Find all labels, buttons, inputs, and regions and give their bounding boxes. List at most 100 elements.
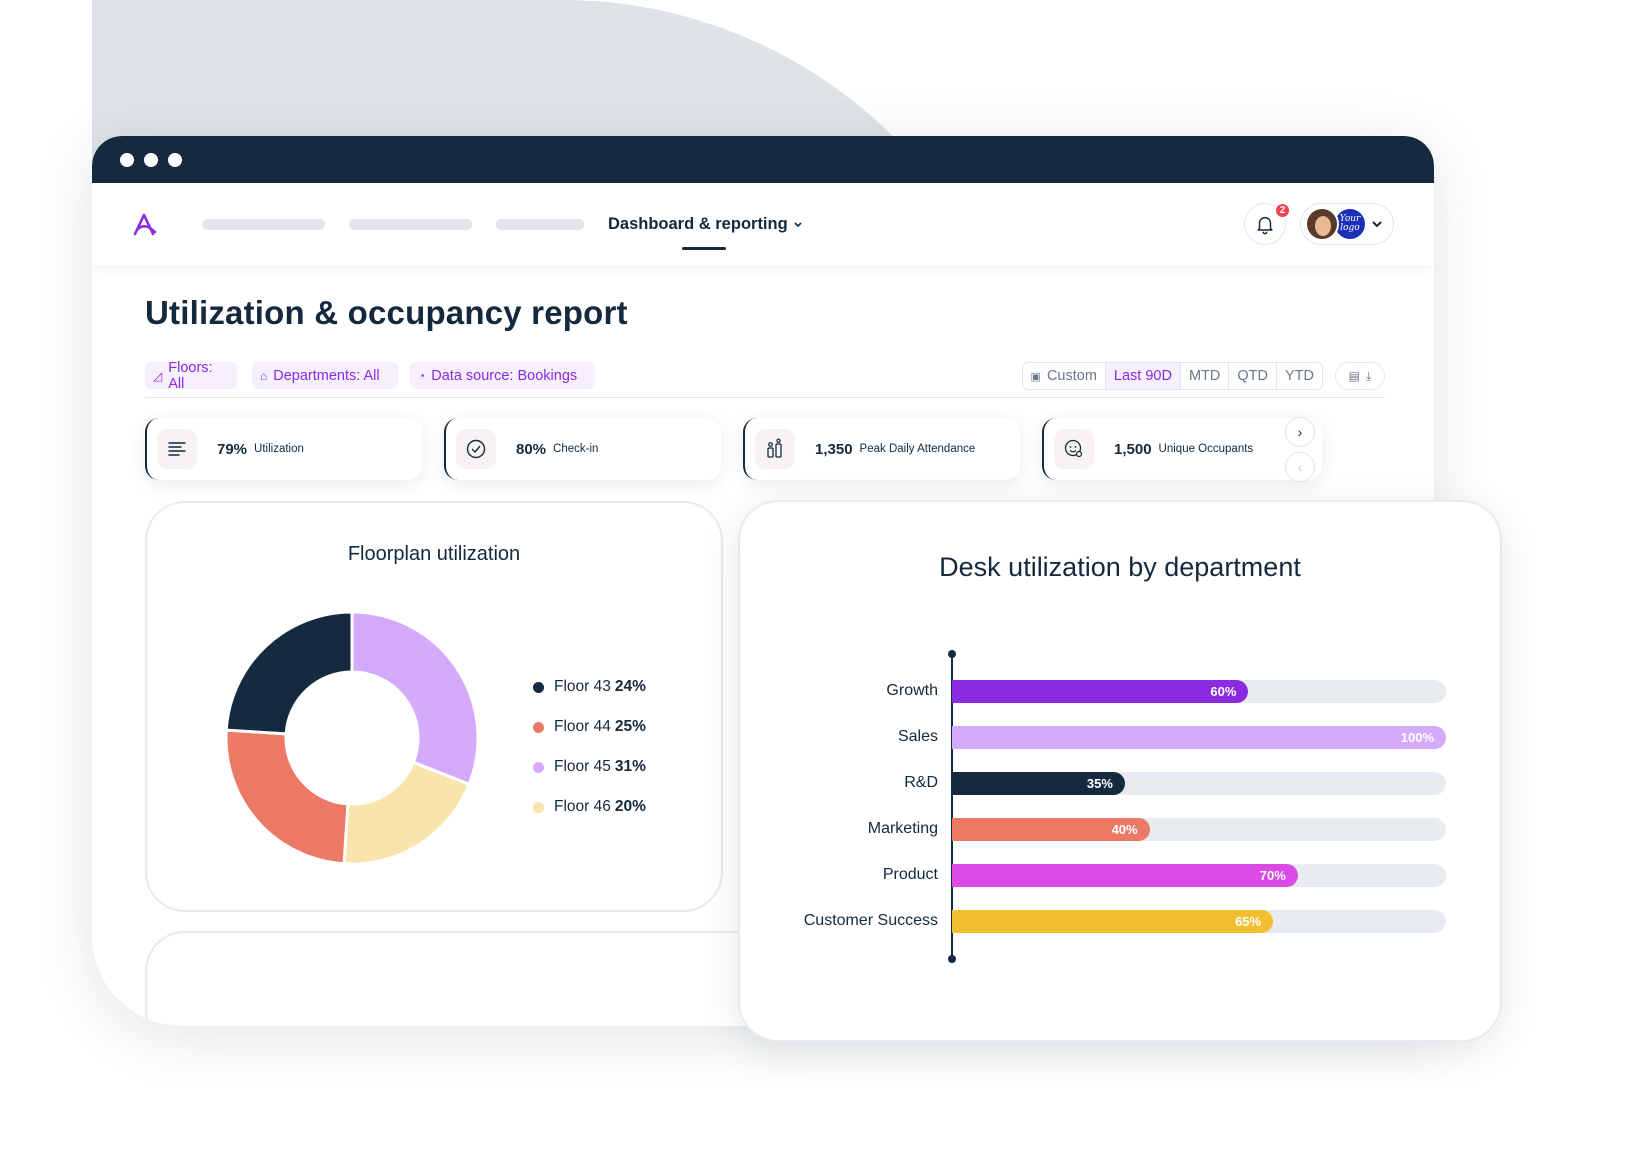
profile-menu-button[interactable]: Your logo <box>1300 203 1394 245</box>
window-dot <box>168 152 182 167</box>
bar-track: 35% <box>952 772 1446 795</box>
legend-swatch <box>533 801 544 813</box>
notification-badge: 2 <box>1274 202 1291 219</box>
bar-product[interactable]: 70% <box>952 864 1298 887</box>
window-dot <box>120 152 134 167</box>
chevron-down-icon <box>794 222 802 228</box>
window-titlebar <box>92 136 1434 183</box>
donut-slice-floor-44[interactable] <box>224 728 350 866</box>
legend-item: Floor 43 24% <box>533 667 646 707</box>
legend-item: Floor 45 31% <box>533 747 646 787</box>
legend-swatch <box>533 681 544 693</box>
floorplan-utilization-card: Floorplan utilization Floor 43 24% Floor… <box>145 501 723 912</box>
carousel-next-button[interactable]: › <box>1285 417 1315 447</box>
nav-item-placeholder[interactable] <box>349 218 472 230</box>
legend-swatch <box>533 721 544 733</box>
stat-label: Unique Occupants <box>1158 443 1254 455</box>
legend-value: 20% <box>614 798 646 815</box>
desk-utilization-card: Desk utilization by department Growth 60%… <box>738 500 1502 1042</box>
top-navbar: Dashboard & reporting 2 Your logo <box>92 183 1434 265</box>
floors-filter-label: Floors: All <box>168 359 213 392</box>
range-last-90d[interactable]: Last 90D <box>1105 363 1181 389</box>
bar-track: 70% <box>952 864 1446 887</box>
axis-cap-top <box>948 650 956 658</box>
bar-value-label: 65% <box>1235 914 1262 929</box>
nav-active-indicator <box>682 246 726 250</box>
floors-filter-chip[interactable]: ◿ Floors: All <box>145 359 237 392</box>
window-dot <box>144 152 158 167</box>
bar-category-label: Sales <box>897 728 938 745</box>
bar-value-label: 60% <box>1210 684 1237 699</box>
check-circle-icon <box>456 429 496 469</box>
bar-sales[interactable]: 100% <box>952 726 1446 749</box>
bar-row: Marketing 40% <box>740 818 1500 842</box>
bar-marketing[interactable]: 40% <box>952 818 1150 841</box>
bar-track: 60% <box>952 680 1446 703</box>
table-icon: ▤ <box>1348 369 1361 383</box>
face-search-icon <box>1054 429 1094 469</box>
bar-row: Growth 60% <box>740 680 1500 704</box>
bar-category-label: Customer Success <box>803 912 938 929</box>
legend-value: 31% <box>614 758 646 775</box>
legend-item: Floor 44 25% <box>533 707 646 747</box>
donut-slice-floor-46[interactable] <box>342 760 472 866</box>
range-custom[interactable]: ▣ Custom <box>1023 363 1106 389</box>
floorplan-donut-chart <box>224 610 480 866</box>
legend-label: Floor 46 <box>554 798 611 815</box>
bar-value-label: 35% <box>1086 776 1113 791</box>
departments-filter-chip[interactable]: ⌂ Departments: All <box>252 362 398 389</box>
floorplan-title: Floorplan utilization <box>347 543 521 565</box>
bar-r-d[interactable]: 35% <box>952 772 1125 795</box>
donut-slice-floor-45[interactable] <box>350 610 480 787</box>
building-icon: ⌂ <box>260 368 268 383</box>
database-icon: ◔ <box>418 368 426 383</box>
bar-category-label: Marketing <box>867 820 938 837</box>
bell-icon <box>1257 216 1273 235</box>
bar-row: Sales 100% <box>740 726 1500 750</box>
data-source-filter-label: Data source: Bookings <box>431 367 578 384</box>
list-lines-icon <box>157 429 197 469</box>
bar-row: Customer Success 65% <box>740 910 1500 934</box>
legend-swatch <box>533 761 544 773</box>
stat-label: Utilization <box>254 443 304 455</box>
stat-value: 80% <box>516 440 547 458</box>
bar-value-label: 70% <box>1259 868 1286 883</box>
data-source-filter-chip[interactable]: ◔ Data source: Bookings <box>410 362 595 389</box>
export-button[interactable]: ▤ ⤓ <box>1335 362 1385 390</box>
stat-value: 79% <box>217 440 248 458</box>
chevron-left-icon: ‹ <box>1297 459 1303 475</box>
range-mtd[interactable]: MTD <box>1181 363 1230 389</box>
donut-slice-floor-43[interactable] <box>224 610 354 736</box>
bar-track: 100% <box>952 726 1446 749</box>
chevron-down-icon <box>1372 221 1382 228</box>
bar-growth[interactable]: 60% <box>952 680 1249 703</box>
page-title: Utilization & occupancy report <box>145 294 628 331</box>
people-bars-icon <box>755 429 795 469</box>
range-qtd[interactable]: QTD <box>1229 363 1277 389</box>
range-ytd[interactable]: YTD <box>1285 368 1314 384</box>
filter-bar: ◿ Floors: All ⌂ Departments: All ◔ Data … <box>145 359 1385 398</box>
bar-customer-success[interactable]: 65% <box>952 910 1274 933</box>
nav-item-label: Dashboard & reporting <box>608 214 788 233</box>
carousel-prev-button[interactable]: ‹ <box>1285 452 1315 482</box>
app-logo-icon[interactable] <box>130 209 160 239</box>
download-icon: ⤓ <box>1366 368 1372 383</box>
nav-item-placeholder[interactable] <box>202 218 325 230</box>
stat-card-unique-occupants[interactable]: 1,500 Unique Occupants <box>1042 418 1322 480</box>
stat-card-utilization[interactable]: 79% Utilization <box>145 418 422 480</box>
bar-value-label: 100% <box>1400 730 1434 745</box>
nav-item-dashboard-reporting[interactable]: Dashboard & reporting <box>608 214 803 250</box>
stat-card-peak-daily-attendance[interactable]: 1,350 Peak Daily Attendance <box>743 418 1020 480</box>
bar-row: R&D 35% <box>740 772 1500 796</box>
departments-filter-label: Departments: All <box>273 367 380 384</box>
legend-item: Floor 46 20% <box>533 787 646 827</box>
floorplan-legend: Floor 43 24% Floor 44 25% Floor 45 31% F… <box>533 667 646 827</box>
avatar <box>1305 207 1339 241</box>
stat-card-check-in[interactable]: 80% Check-in <box>444 418 721 480</box>
notifications-button[interactable]: 2 <box>1244 202 1291 245</box>
bar-value-label: 40% <box>1111 822 1138 837</box>
stat-label: Check-in <box>553 443 599 455</box>
legend-value: 24% <box>614 678 646 695</box>
bar-track: 65% <box>952 910 1446 933</box>
nav-item-placeholder[interactable] <box>496 218 584 230</box>
